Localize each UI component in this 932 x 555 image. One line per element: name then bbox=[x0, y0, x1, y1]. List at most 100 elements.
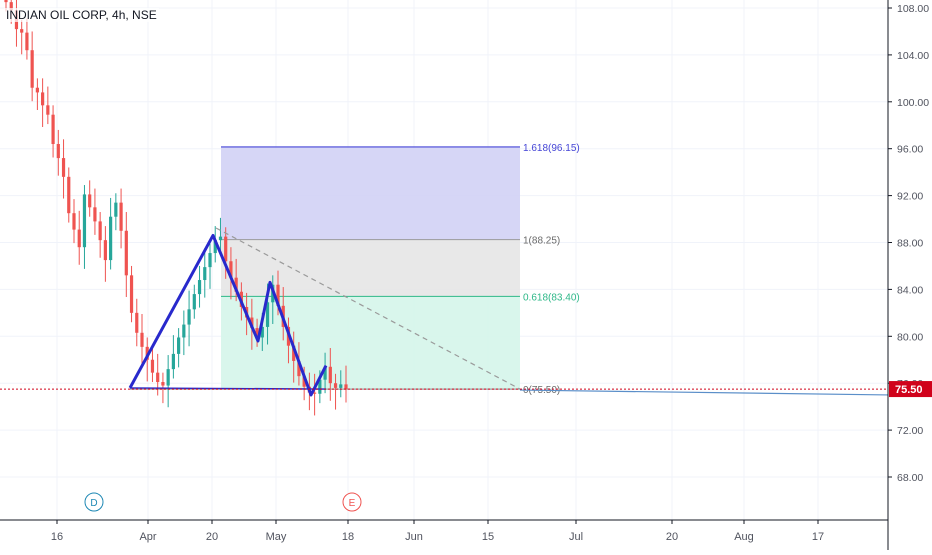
marker-e-circle bbox=[342, 492, 362, 512]
candle bbox=[35, 78, 39, 111]
price-axis: 108.00 104.00 100.00 96.00 92.00 88.00 84.00 80… bbox=[887, 0, 932, 550]
marker-d-label: D bbox=[90, 498, 97, 509]
candle bbox=[51, 105, 55, 158]
candle bbox=[41, 78, 45, 128]
candle-body bbox=[140, 332, 144, 347]
y-tick-label: 84.00 bbox=[897, 284, 923, 296]
fib-label-l0618: 0.618(83.40) bbox=[523, 292, 580, 303]
candles bbox=[4, 0, 348, 416]
candle bbox=[114, 193, 118, 231]
candle-body bbox=[218, 236, 223, 241]
candle bbox=[140, 314, 144, 365]
price-badge-text: 75.50 bbox=[895, 384, 923, 396]
candle-body bbox=[328, 366, 332, 384]
candle-body bbox=[265, 302, 270, 327]
candle bbox=[234, 258, 238, 302]
candle-body bbox=[35, 87, 39, 93]
candle bbox=[72, 199, 76, 244]
candle-body bbox=[339, 384, 343, 388]
candle bbox=[109, 197, 113, 270]
candle-body bbox=[129, 275, 134, 313]
candle bbox=[328, 348, 332, 401]
candle-body bbox=[203, 267, 207, 281]
candle-body bbox=[182, 324, 186, 338]
x-tick-label: 15 bbox=[482, 531, 494, 543]
candle-body bbox=[4, 0, 8, 3]
candle bbox=[56, 129, 60, 176]
candle-body bbox=[135, 312, 139, 333]
current-price-badge: 75.50 bbox=[889, 381, 932, 398]
candle-body bbox=[20, 29, 24, 33]
candle-body bbox=[93, 207, 97, 222]
pattern-legs bbox=[128, 233, 328, 397]
candle-body bbox=[318, 379, 322, 394]
candle bbox=[187, 290, 191, 347]
candle bbox=[323, 352, 327, 394]
candle-body bbox=[103, 240, 107, 261]
candle-body bbox=[41, 92, 45, 106]
candle-body bbox=[46, 105, 50, 115]
candle bbox=[30, 31, 34, 102]
candle bbox=[88, 180, 92, 217]
y-tick-label: 92.00 bbox=[897, 191, 923, 203]
candle-body bbox=[229, 261, 233, 278]
x-tick-label: 18 bbox=[342, 531, 354, 543]
symbol-title: INDIAN OIL CORP, 4h, NSE bbox=[4, 8, 159, 22]
candle bbox=[150, 345, 155, 383]
candle bbox=[339, 370, 343, 398]
candle bbox=[192, 284, 196, 319]
candle-body bbox=[72, 213, 76, 230]
candle bbox=[77, 210, 81, 265]
candle-body bbox=[114, 202, 118, 217]
trend-line bbox=[519, 389, 889, 396]
candle bbox=[103, 226, 107, 282]
fib-zone-1618 bbox=[221, 146, 520, 240]
candle bbox=[14, 0, 19, 47]
candle bbox=[218, 217, 223, 254]
candle bbox=[61, 139, 66, 199]
x-tick-label: Jul bbox=[569, 531, 583, 543]
candle-body bbox=[61, 158, 66, 177]
fibonacci-extension: 1.618(96.15)1(88.25)0.618(83.40)0(75.50) bbox=[130, 143, 580, 396]
fib-zone-0618 bbox=[221, 296, 520, 390]
candle-body bbox=[171, 353, 175, 370]
candle-body bbox=[119, 202, 123, 231]
candle-body bbox=[224, 236, 228, 262]
candle bbox=[229, 247, 233, 300]
candle bbox=[224, 227, 228, 279]
candle bbox=[20, 19, 24, 55]
candle-body bbox=[187, 309, 191, 325]
x-tick-label: 17 bbox=[812, 531, 824, 543]
candle bbox=[4, 0, 8, 12]
marker-d: D bbox=[84, 492, 104, 512]
candle bbox=[166, 355, 170, 408]
fib-zone-1 bbox=[221, 239, 520, 297]
candle bbox=[292, 331, 296, 383]
y-tick-label: 104.00 bbox=[897, 50, 929, 62]
candle bbox=[67, 167, 71, 223]
candle bbox=[129, 265, 134, 323]
y-tick-label: 72.00 bbox=[897, 425, 923, 437]
marker-e: E bbox=[342, 492, 362, 512]
candle-body bbox=[30, 50, 34, 88]
x-tick-label: Apr bbox=[139, 531, 156, 543]
y-tick-label: 80.00 bbox=[897, 331, 923, 343]
x-tick-label: 20 bbox=[206, 531, 218, 543]
fib-label-l1618: 1.618(96.15) bbox=[523, 143, 580, 154]
candle-body bbox=[177, 337, 181, 354]
candle-body bbox=[98, 221, 102, 241]
candle bbox=[82, 185, 87, 269]
candle bbox=[344, 365, 348, 403]
candle-body bbox=[88, 194, 92, 208]
candle-body bbox=[313, 392, 317, 394]
x-tick-label: 20 bbox=[666, 531, 678, 543]
candle-body bbox=[9, 2, 13, 11]
candle bbox=[203, 248, 207, 298]
candle-body bbox=[67, 176, 71, 214]
candle bbox=[46, 86, 50, 125]
marker-d-circle bbox=[84, 492, 104, 512]
candle-body bbox=[82, 194, 87, 248]
candle-body bbox=[234, 277, 238, 292]
